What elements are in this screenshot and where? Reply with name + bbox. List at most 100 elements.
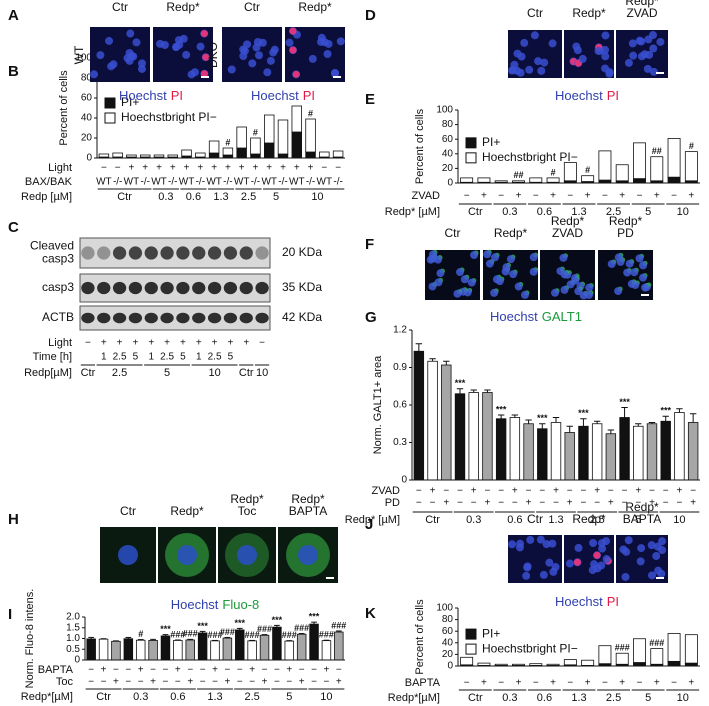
nucleus bbox=[227, 65, 236, 74]
panel-letter: J bbox=[365, 516, 373, 533]
nucleus bbox=[434, 278, 443, 287]
row-cell: + bbox=[567, 498, 573, 509]
nucleus bbox=[601, 45, 610, 54]
row-cell: + bbox=[197, 163, 203, 174]
stain-name: Hoechst bbox=[555, 594, 603, 609]
significance: ### bbox=[649, 638, 664, 648]
bar bbox=[126, 154, 137, 158]
significance: *** bbox=[309, 612, 320, 622]
image-label: BAPTA bbox=[623, 512, 661, 526]
nucleus bbox=[266, 56, 275, 65]
bar bbox=[667, 660, 681, 667]
error-bar bbox=[261, 634, 268, 636]
stain-caption: Hoechst PI bbox=[555, 594, 619, 609]
row-cell: + bbox=[299, 677, 305, 688]
stain-name: PI bbox=[171, 88, 183, 103]
bar bbox=[319, 151, 330, 158]
row-cell: − bbox=[602, 678, 608, 689]
blot-band bbox=[239, 312, 253, 324]
bar bbox=[646, 423, 658, 481]
row-cell: + bbox=[594, 486, 600, 497]
stain-caption: Hoechst PI bbox=[119, 88, 183, 103]
y-tick-label: 20 bbox=[442, 649, 454, 660]
row-cell: + bbox=[619, 191, 625, 202]
significance: ### bbox=[245, 630, 260, 640]
row-cell: 5 bbox=[164, 367, 170, 379]
row-cell: − bbox=[533, 191, 539, 202]
nucleus bbox=[239, 51, 248, 60]
row-cell: 2.5 bbox=[241, 191, 256, 203]
y-tick-label: 40 bbox=[81, 113, 93, 124]
legend-swatch bbox=[465, 137, 477, 149]
bar bbox=[321, 640, 332, 661]
row-cell: − bbox=[115, 163, 121, 174]
row-cell: − bbox=[259, 338, 265, 349]
blot-band bbox=[255, 312, 269, 324]
row-cell: 0.6 bbox=[507, 514, 522, 526]
row-label: PD bbox=[385, 497, 400, 509]
row-cell: 1.3 bbox=[213, 191, 228, 203]
row-label: Redp*[µM] bbox=[21, 691, 73, 703]
bar bbox=[135, 639, 146, 661]
nucleus bbox=[460, 275, 469, 284]
panel-letter: A bbox=[8, 7, 19, 24]
panel-letter: H bbox=[8, 511, 19, 528]
nucleus bbox=[156, 39, 165, 48]
bar bbox=[98, 638, 109, 661]
bar bbox=[660, 420, 671, 481]
error-bar bbox=[162, 634, 169, 636]
row-cell: − bbox=[443, 486, 449, 497]
row-cell: − bbox=[602, 191, 608, 202]
y-tick-label: 0 bbox=[447, 178, 453, 189]
nucleus bbox=[237, 545, 257, 565]
error-bar bbox=[335, 630, 342, 633]
image-label: Toc bbox=[238, 504, 257, 518]
image-label: ZVAD bbox=[626, 6, 657, 20]
row-cell: − bbox=[622, 498, 628, 509]
bar bbox=[591, 423, 603, 481]
row-cell: + bbox=[619, 678, 625, 689]
row-cell: − bbox=[274, 677, 280, 688]
nucleus bbox=[597, 539, 606, 548]
blot-band bbox=[97, 281, 111, 295]
row-cell: − bbox=[163, 665, 169, 676]
bar bbox=[210, 640, 220, 661]
image-label: Redp* bbox=[609, 214, 643, 228]
bar bbox=[482, 392, 493, 481]
blot-band bbox=[144, 312, 158, 324]
nucleus bbox=[96, 51, 105, 60]
significance: *** bbox=[455, 378, 466, 388]
bar bbox=[667, 176, 681, 184]
significance: *** bbox=[619, 397, 630, 407]
genotype-label: WT bbox=[72, 45, 86, 64]
nucleus bbox=[597, 561, 606, 570]
bar bbox=[148, 640, 158, 661]
nucleus bbox=[601, 52, 610, 61]
bar bbox=[633, 142, 646, 180]
row-cell: + bbox=[101, 665, 107, 676]
significance: # bbox=[585, 165, 590, 175]
row-cell: − bbox=[224, 665, 230, 676]
error-bar bbox=[470, 389, 477, 393]
row-cell: + bbox=[175, 665, 181, 676]
bar bbox=[167, 154, 178, 158]
nucleus bbox=[132, 38, 141, 47]
row-cell: 1 bbox=[196, 352, 202, 363]
row-cell: − bbox=[567, 678, 573, 689]
error-bar bbox=[689, 413, 697, 423]
nucleus bbox=[540, 58, 549, 67]
stain-caption: Hoechst Fluo-8 bbox=[171, 597, 260, 612]
significance: *** bbox=[578, 408, 589, 418]
bar bbox=[236, 126, 247, 149]
bar bbox=[667, 138, 681, 178]
blot-band bbox=[207, 281, 222, 295]
row-cell: Ctr bbox=[468, 692, 483, 704]
y-tick-label: 20 bbox=[442, 163, 454, 174]
row-cell: 0.3 bbox=[502, 206, 517, 218]
bar bbox=[236, 147, 247, 159]
row-cell: 2.5 bbox=[606, 692, 621, 704]
nucleus bbox=[529, 267, 538, 276]
bar bbox=[564, 432, 575, 481]
image-label: Ctr bbox=[120, 504, 136, 518]
nucleus bbox=[536, 535, 545, 544]
